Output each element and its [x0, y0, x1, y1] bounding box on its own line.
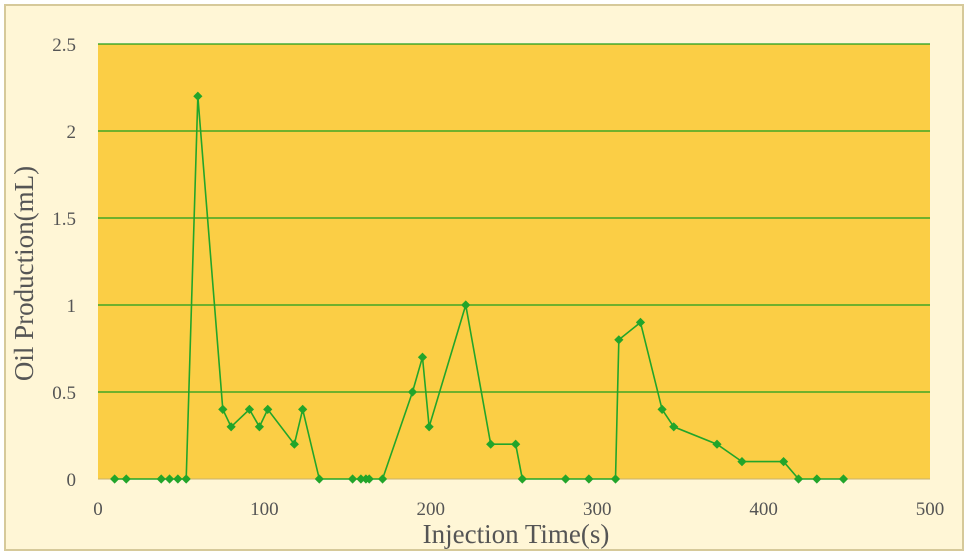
data-point-marker [793, 474, 804, 484]
data-point-marker [226, 422, 236, 432]
data-point-marker [560, 474, 571, 484]
data-point-marker [614, 335, 624, 345]
data-point-marker [110, 474, 120, 484]
data-point-marker [517, 474, 527, 484]
y-tick-label: 1 [67, 296, 77, 317]
data-point-marker [121, 474, 131, 484]
x-tick-label: 200 [417, 499, 446, 520]
data-point-marker [838, 474, 849, 484]
x-tick-label: 400 [749, 499, 778, 520]
series-line [114, 96, 844, 480]
data-point-marker [289, 439, 299, 449]
data-point-marker [263, 404, 273, 414]
data-point-marker [712, 439, 722, 449]
data-point-marker [737, 457, 747, 467]
x-axis-tick-labels: 0 100 200 300 400 500 [93, 499, 944, 520]
x-axis-title: Injection Time(s) [423, 519, 610, 549]
y-tick-label: 0.5 [52, 383, 76, 404]
y-axis-title: Oil Production(mL) [9, 166, 39, 381]
data-point-marker [511, 439, 521, 449]
x-tick-label: 500 [916, 499, 945, 520]
data-point-marker [181, 474, 191, 484]
y-axis-tick-labels: 0 0.5 1 1.5 2 2.5 [52, 35, 76, 491]
data-point-marker [424, 422, 434, 432]
data-point-marker [173, 474, 183, 484]
data-point-marker [584, 474, 594, 484]
y-tick-label: 1.5 [52, 209, 76, 230]
data-point-marker [417, 352, 428, 362]
data-point-marker [486, 439, 496, 449]
data-point-marker [669, 422, 679, 432]
data-point-marker [778, 457, 789, 467]
data-point-marker [812, 474, 822, 484]
x-tick-label: 0 [93, 499, 103, 520]
plot-area [98, 44, 930, 479]
y-tick-label: 0 [67, 470, 77, 491]
data-point-marker [364, 474, 374, 484]
data-point-marker [356, 474, 366, 484]
series-group [110, 91, 849, 484]
data-point-marker [635, 317, 646, 327]
y-tick-label: 2.5 [52, 35, 76, 56]
y-tick-label: 2 [67, 122, 77, 143]
data-point-marker [218, 404, 228, 414]
data-point-marker [347, 474, 358, 484]
data-point-marker [314, 474, 324, 484]
data-point-marker [298, 404, 308, 414]
data-point-marker [461, 300, 471, 310]
data-point-marker [657, 404, 667, 414]
x-tick-label: 300 [583, 499, 612, 520]
x-tick-label: 100 [250, 499, 279, 520]
data-point-marker [244, 404, 255, 414]
data-point-marker [610, 474, 621, 484]
data-point-marker [164, 474, 175, 484]
chart-frame: 0 0.5 1 1.5 2 2.5 0 100 200 300 400 500 Injection … [4, 4, 964, 551]
gridlines [98, 43, 930, 480]
data-point-marker [377, 474, 388, 484]
data-point-marker [156, 474, 166, 484]
data-point-marker [407, 387, 418, 397]
line-chart: 0 0.5 1 1.5 2 2.5 0 100 200 300 400 500 Injection … [9, 35, 944, 549]
data-point-marker [193, 91, 203, 101]
